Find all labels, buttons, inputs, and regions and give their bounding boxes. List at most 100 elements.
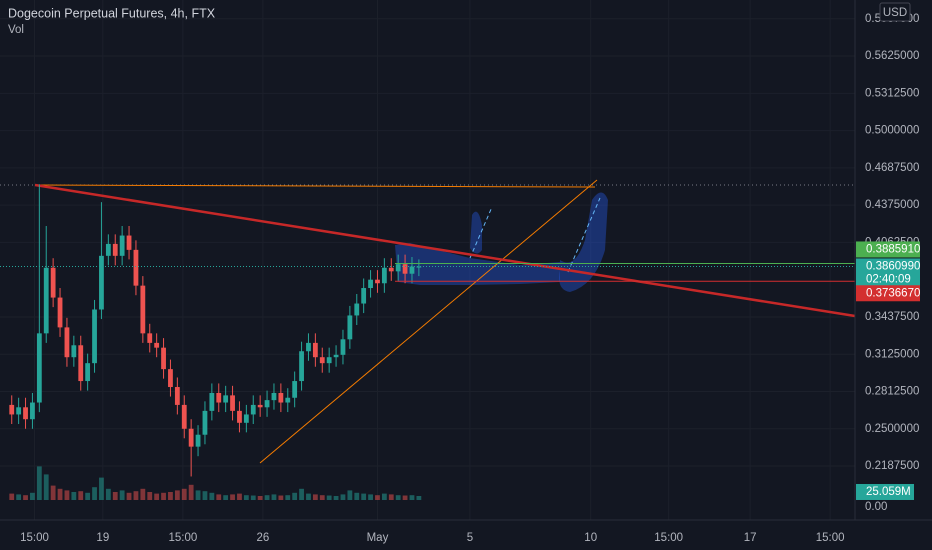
x-tick-label: 26 bbox=[257, 532, 270, 544]
candle-body bbox=[395, 264, 401, 272]
candle-body bbox=[278, 392, 284, 403]
candle-body bbox=[285, 397, 291, 403]
candle-body bbox=[119, 235, 125, 256]
price-badge bbox=[856, 258, 920, 287]
volume-bar bbox=[354, 492, 360, 500]
volume-badge bbox=[856, 483, 914, 500]
price-label: 0.3885910 bbox=[866, 244, 920, 256]
candle-body bbox=[161, 347, 166, 370]
y-tick-label: 0.3437500 bbox=[865, 311, 919, 323]
candle-body bbox=[354, 303, 360, 316]
volume-bar bbox=[36, 466, 42, 500]
candle-body bbox=[188, 428, 194, 447]
candle-body bbox=[333, 354, 339, 358]
candle-body bbox=[92, 309, 97, 364]
volume-bar bbox=[78, 491, 84, 500]
candle-body bbox=[402, 264, 408, 274]
candle-body bbox=[292, 381, 298, 398]
volume-bar bbox=[92, 487, 97, 500]
candle-body bbox=[243, 414, 249, 423]
price-badge bbox=[856, 285, 920, 302]
candle-body bbox=[147, 333, 153, 343]
x-tick-label: 10 bbox=[584, 532, 597, 544]
currency-badge[interactable] bbox=[879, 2, 911, 22]
volume-bar bbox=[57, 488, 63, 500]
volume-bar bbox=[209, 492, 215, 500]
volume-bar bbox=[416, 495, 422, 500]
volume-bar bbox=[375, 495, 380, 500]
volume-bar bbox=[85, 492, 91, 500]
candle-body bbox=[57, 297, 63, 328]
candle-body bbox=[319, 357, 325, 364]
candle-body bbox=[174, 387, 180, 405]
candle-body bbox=[99, 255, 104, 310]
volume-bar bbox=[71, 492, 77, 500]
volume-bar bbox=[30, 492, 35, 500]
volume-bar bbox=[264, 495, 270, 500]
candle-body bbox=[140, 285, 146, 334]
x-tick-label: 15:00 bbox=[654, 532, 683, 544]
candle-body bbox=[202, 410, 208, 435]
candle-body bbox=[271, 392, 277, 401]
volume-bar bbox=[140, 488, 146, 500]
x-tick-label: 15:00 bbox=[168, 532, 197, 544]
volume-bar bbox=[368, 494, 373, 500]
candle-body bbox=[347, 315, 353, 340]
volume-bar bbox=[409, 495, 415, 500]
y-tick-label: 0.2812500 bbox=[865, 386, 919, 398]
volume-bar bbox=[195, 490, 201, 500]
volume-bar bbox=[306, 493, 311, 500]
volume-bar bbox=[271, 494, 277, 500]
y-tick-label: 0.2187500 bbox=[865, 460, 919, 472]
chart-title: Dogecoin Perpetual Futures, 4h, FTX bbox=[8, 6, 216, 20]
candle-body bbox=[216, 392, 222, 403]
candle-body bbox=[381, 267, 387, 284]
candle-body bbox=[168, 369, 173, 388]
candle-body bbox=[209, 392, 215, 411]
candle-body bbox=[299, 351, 304, 382]
brush bbox=[559, 192, 608, 292]
volume-bar bbox=[326, 495, 332, 500]
volume-bar bbox=[50, 485, 56, 500]
candle-body bbox=[43, 267, 49, 334]
volume-value-label: 25.059M bbox=[866, 486, 911, 498]
volume-bar bbox=[340, 494, 346, 500]
volume-bar bbox=[292, 492, 298, 500]
volume-bar bbox=[243, 495, 249, 500]
candle-body bbox=[257, 404, 263, 408]
volume-bar bbox=[388, 494, 394, 500]
candle-body bbox=[306, 342, 311, 352]
candle-body bbox=[50, 267, 56, 298]
candle-body bbox=[36, 333, 42, 403]
volume-bar bbox=[202, 491, 208, 500]
volume-bar bbox=[16, 494, 22, 500]
candle-body bbox=[264, 400, 270, 408]
candle-body bbox=[250, 404, 256, 415]
candle-body bbox=[409, 266, 415, 274]
volume-bar bbox=[285, 495, 291, 500]
volume-bar bbox=[402, 495, 408, 500]
volume-bar bbox=[347, 490, 353, 500]
volume-bar bbox=[223, 495, 229, 500]
candle-body bbox=[237, 410, 242, 423]
volume-bar bbox=[105, 488, 111, 500]
y-tick-label: 0.5312500 bbox=[865, 87, 919, 99]
volume-bar bbox=[230, 494, 235, 500]
x-tick-label: 15:00 bbox=[816, 532, 845, 544]
volume-bar bbox=[133, 491, 139, 500]
y-tick-label: 0.3125000 bbox=[865, 348, 919, 360]
candle-body bbox=[105, 243, 111, 256]
candle-body bbox=[16, 407, 22, 415]
volume bbox=[9, 466, 422, 500]
volume-bar bbox=[119, 490, 125, 500]
countdown: 02:40:09 bbox=[866, 273, 911, 285]
candle-body bbox=[154, 342, 160, 348]
candle-body bbox=[133, 249, 139, 286]
volume-bar bbox=[23, 495, 28, 500]
x-tick-label: 19 bbox=[96, 532, 109, 544]
candle-body bbox=[30, 402, 35, 420]
volume-bar bbox=[154, 493, 160, 500]
candle-body bbox=[9, 404, 15, 415]
